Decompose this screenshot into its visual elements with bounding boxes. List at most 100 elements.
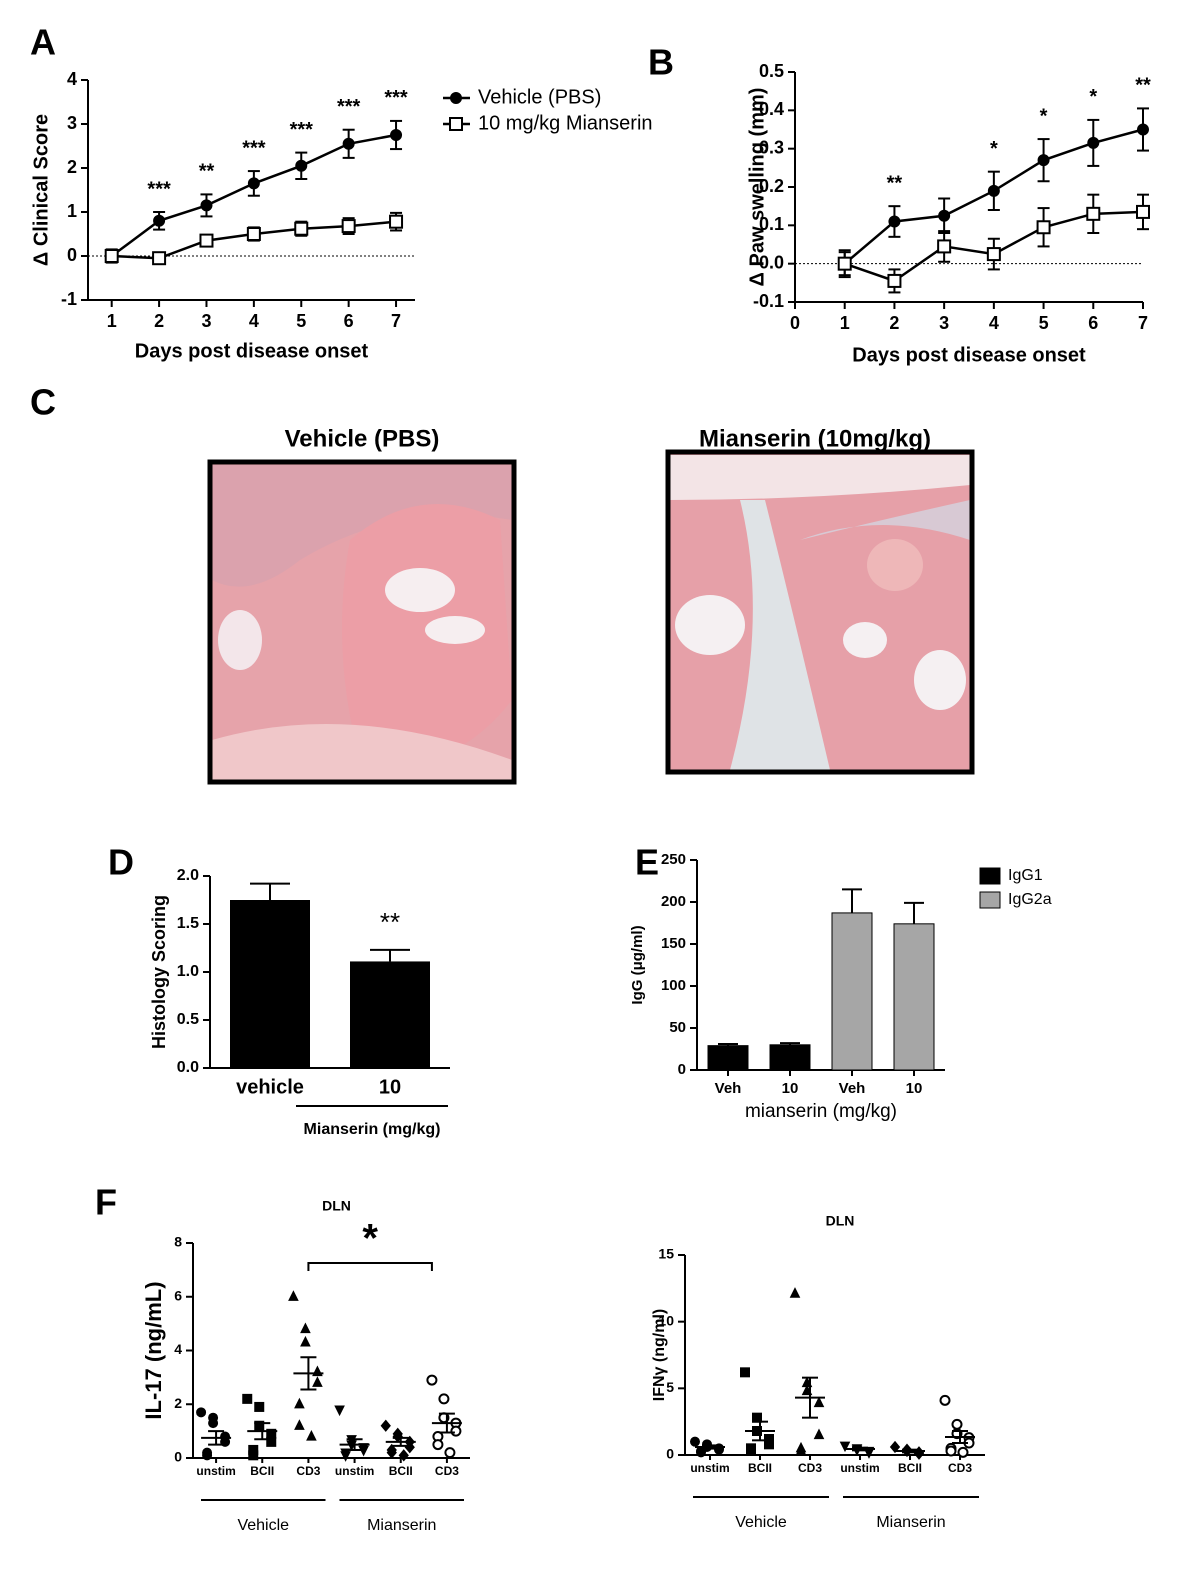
bar — [831, 912, 873, 1071]
y-tick-label: -0.1 — [753, 291, 784, 311]
x-axis-label: mianserin (mg/kg) — [745, 1101, 897, 1122]
marker — [450, 1425, 462, 1437]
y-axis-label: Histology Scoring — [149, 895, 169, 1049]
x-tick-label: BCII — [250, 1464, 274, 1478]
x-tick-label: BCII — [748, 1461, 772, 1475]
marker — [937, 239, 952, 254]
group-label: Vehicle — [237, 1517, 289, 1534]
marker — [389, 214, 404, 229]
y-tick-label: 0 — [666, 1446, 674, 1462]
bar — [707, 1045, 749, 1071]
x-tick-label: 2 — [889, 313, 899, 333]
y-tick-label: 15 — [658, 1246, 674, 1262]
y-tick-label: 10 — [658, 1312, 674, 1328]
y-tick-label: -1 — [61, 289, 77, 309]
x-tick-label: BCII — [389, 1464, 413, 1478]
image-border — [207, 459, 517, 785]
panel-letter: D — [108, 842, 134, 883]
marker — [1136, 204, 1150, 219]
x-tick-label: 7 — [391, 311, 401, 331]
legend-label: IgG1 — [1008, 867, 1043, 884]
x-tick-label: CD3 — [435, 1464, 459, 1478]
significance: ** — [199, 161, 215, 183]
x-tick-label: CD3 — [948, 1461, 972, 1475]
y-tick-label: 150 — [661, 935, 686, 952]
marker — [1137, 123, 1149, 136]
x-tick-label: 1 — [840, 313, 850, 333]
marker — [390, 129, 403, 141]
marker — [837, 256, 852, 271]
marker — [199, 233, 214, 248]
marker — [444, 1447, 456, 1459]
marker — [1087, 136, 1100, 149]
group-label: Mianserin (mg/kg) — [304, 1121, 441, 1138]
panel-letter: B — [648, 42, 674, 83]
marker — [247, 177, 260, 190]
y-tick-label: 250 — [661, 851, 686, 868]
marker — [951, 1418, 963, 1430]
y-tick-label: 0.2 — [759, 176, 784, 196]
cavity — [385, 568, 455, 612]
marker — [202, 1450, 213, 1461]
y-tick-label: 0.4 — [759, 99, 784, 119]
x-tick-label: CD3 — [296, 1464, 320, 1478]
y-axis-label: Δ Paw swelling (mm) — [746, 88, 768, 287]
y-tick-label: 1.5 — [177, 915, 199, 932]
y-tick-label: 6 — [174, 1287, 182, 1303]
marker — [398, 1449, 409, 1462]
significance: ** — [1135, 75, 1151, 97]
y-tick-label: 1.0 — [177, 963, 199, 980]
marker — [764, 1439, 774, 1450]
group-label: Mianserin — [367, 1517, 436, 1534]
marker — [334, 1405, 345, 1417]
image-border — [665, 449, 975, 775]
legend-label: 10 mg/kg Mianserin — [478, 112, 653, 134]
marker — [746, 1446, 756, 1456]
y-tick-label: 5 — [666, 1379, 674, 1395]
y-tick-label: 0.5 — [177, 1011, 199, 1028]
marker — [939, 1394, 951, 1406]
significance: *** — [290, 119, 314, 141]
x-tick-label: 1 — [107, 311, 117, 331]
marker — [795, 1444, 807, 1456]
significance: ** — [380, 907, 400, 937]
marker — [342, 137, 355, 150]
marker — [438, 1393, 450, 1405]
x-tick-label: 4 — [249, 311, 259, 331]
significance: *** — [384, 87, 408, 109]
bar — [230, 900, 310, 1068]
joint-space — [730, 500, 830, 770]
y-tick-label: 0 — [174, 1449, 182, 1465]
marker — [938, 209, 951, 222]
x-tick-label: 10 — [379, 1076, 401, 1098]
significance: *** — [147, 178, 171, 200]
y-tick-label: 4 — [67, 69, 77, 89]
x-axis-label: Days post disease onset — [852, 344, 1086, 366]
marker — [1086, 206, 1101, 221]
legend-swatch — [979, 867, 1001, 885]
legend-swatch — [979, 891, 1001, 909]
y-tick-label: 0.5 — [759, 61, 784, 81]
y-tick-label: 2.0 — [177, 867, 199, 884]
marker — [288, 1290, 299, 1301]
marker — [449, 117, 463, 131]
x-tick-label: 0 — [790, 313, 800, 333]
marker — [200, 199, 213, 212]
marker — [432, 1439, 444, 1451]
y-tick-label: 0.0 — [177, 1059, 199, 1076]
y-axis-label: Δ Clinical Score — [30, 114, 52, 266]
y-tick-label: 8 — [174, 1234, 182, 1250]
significance: *** — [242, 137, 266, 159]
cavity — [675, 595, 745, 655]
y-tick-label: 0 — [67, 245, 77, 265]
panel-letter: A — [30, 22, 56, 63]
marker — [889, 1440, 901, 1454]
x-tick-label: unstim — [840, 1461, 879, 1475]
marker — [208, 1418, 219, 1429]
marker — [340, 1451, 351, 1462]
cavity — [914, 650, 966, 710]
x-axis-label: Days post disease onset — [135, 340, 369, 362]
marker — [242, 1393, 253, 1404]
marker — [306, 1429, 317, 1441]
